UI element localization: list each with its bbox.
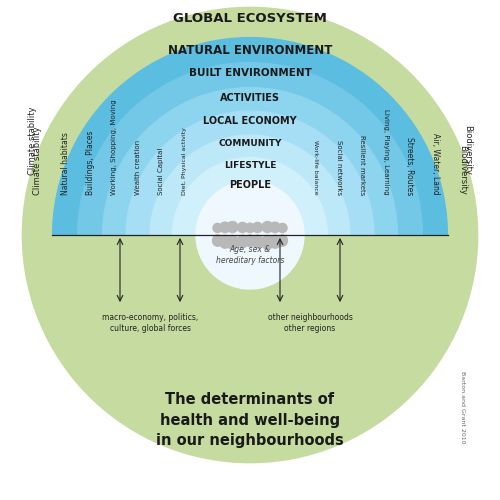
Circle shape: [252, 222, 262, 232]
Wedge shape: [52, 38, 448, 235]
Text: Wealth creation: Wealth creation: [135, 140, 141, 195]
Circle shape: [246, 223, 254, 232]
Text: Climate stability: Climate stability: [28, 106, 37, 175]
Ellipse shape: [212, 235, 222, 246]
Text: Social networks: Social networks: [336, 140, 342, 195]
Ellipse shape: [252, 235, 263, 248]
Circle shape: [213, 224, 222, 232]
Ellipse shape: [270, 235, 280, 248]
Text: NATURAL ENVIRONMENT: NATURAL ENVIRONMENT: [168, 44, 332, 57]
Text: Diet, Physical activity: Diet, Physical activity: [182, 127, 187, 195]
Circle shape: [262, 222, 273, 232]
Wedge shape: [172, 158, 328, 235]
Text: Buildings, Places: Buildings, Places: [86, 130, 94, 195]
Ellipse shape: [226, 236, 238, 249]
Text: Barton and Grant 2010: Barton and Grant 2010: [460, 371, 465, 444]
Text: Resilient markets: Resilient markets: [359, 134, 365, 195]
Text: Streets, Routes: Streets, Routes: [406, 136, 414, 195]
Text: ACTIVITIES: ACTIVITIES: [220, 92, 280, 102]
Wedge shape: [126, 111, 374, 235]
Text: Climate stability: Climate stability: [33, 126, 42, 195]
Text: Biodiversity: Biodiversity: [458, 145, 467, 195]
Text: Biodiversity: Biodiversity: [463, 125, 472, 175]
Circle shape: [220, 222, 230, 232]
Wedge shape: [150, 135, 350, 235]
Circle shape: [22, 8, 477, 462]
Ellipse shape: [278, 235, 287, 246]
Text: Living, Playing, Learning: Living, Playing, Learning: [383, 110, 389, 195]
Text: GLOBAL ECOSYSTEM: GLOBAL ECOSYSTEM: [173, 12, 327, 25]
Text: other neighbourhoods
other regions: other neighbourhoods other regions: [268, 312, 352, 332]
Circle shape: [278, 224, 287, 232]
Text: The determinants of
health and well-being
in our neighbourhoods: The determinants of health and well-bein…: [156, 392, 344, 448]
Text: BUILT ENVIRONMENT: BUILT ENVIRONMENT: [188, 68, 312, 78]
Text: Natural habitats: Natural habitats: [60, 132, 70, 195]
Text: Air, Water, Land: Air, Water, Land: [430, 133, 440, 195]
Circle shape: [196, 181, 304, 289]
Text: PEOPLE: PEOPLE: [229, 180, 271, 190]
Ellipse shape: [262, 236, 274, 249]
Ellipse shape: [245, 235, 255, 246]
Text: Work-life balance: Work-life balance: [313, 140, 318, 195]
Text: Social Capital: Social Capital: [158, 148, 164, 195]
Ellipse shape: [220, 235, 230, 248]
Circle shape: [270, 222, 280, 232]
Text: COMMUNITY: COMMUNITY: [218, 140, 282, 148]
Text: Working, Shopping, Moving: Working, Shopping, Moving: [112, 100, 117, 195]
Text: macro-economy, politics,
culture, global forces: macro-economy, politics, culture, global…: [102, 312, 198, 332]
Circle shape: [227, 222, 238, 232]
Text: LOCAL ECONOMY: LOCAL ECONOMY: [203, 116, 297, 126]
Wedge shape: [102, 88, 398, 235]
Wedge shape: [78, 62, 422, 235]
Ellipse shape: [237, 235, 248, 248]
Circle shape: [238, 222, 248, 232]
Text: Age, sex &
hereditary factors: Age, sex & hereditary factors: [216, 245, 284, 265]
Text: LIFESTYLE: LIFESTYLE: [224, 161, 276, 170]
